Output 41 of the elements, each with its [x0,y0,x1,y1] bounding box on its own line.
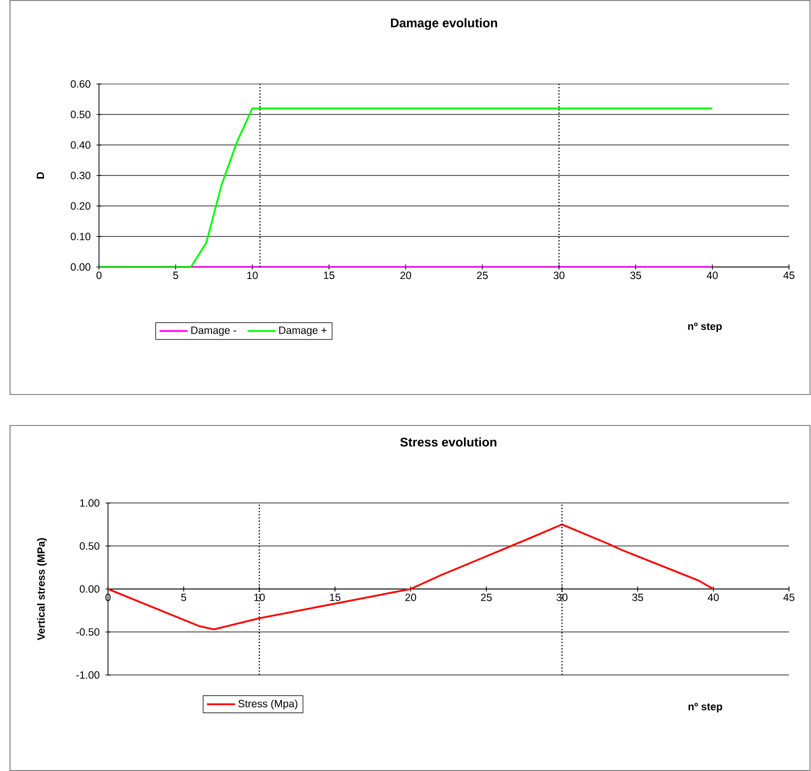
y-axis-title: D [36,172,44,179]
x-tick-label: 45 [783,594,794,602]
x-tick-label: 0 [96,272,102,280]
y-tick-label: 0.50 [70,110,90,118]
x-tick-label: 35 [630,272,642,280]
y-tick-label: -0.50 [76,628,100,636]
line-series [99,107,714,267]
y-tick-label: 0.00 [80,585,100,593]
y-tick-label: 0.20 [70,202,90,210]
x-tick-label: 25 [481,594,492,602]
x-tick-label: 45 [783,272,794,280]
y-tick-label: 1.00 [80,499,100,507]
x-tick-label: 25 [477,272,488,280]
y-tick-label: 0.00 [70,263,90,271]
x-tick-label: 5 [181,594,186,602]
x-tick-label: 40 [706,272,718,280]
y-tick-label: 0.10 [70,232,90,240]
y-tick-label: -1.00 [76,671,100,679]
x-axis-title: nº step [688,322,722,332]
legend-label: Stress (Mpa) [238,700,298,710]
y-tick-label: 0.60 [70,80,90,88]
x-tick-label: 15 [330,594,340,602]
y-tick-label: 0.30 [70,172,90,180]
x-tick-label: 30 [554,272,564,280]
x-tick-label: 20 [405,594,416,602]
chart-title: Stress evolution [400,437,496,447]
y-axis-title: Vertical stress (MPa) [37,538,47,640]
x-tick-label: 35 [632,594,644,602]
x-tick-label: 15 [324,272,334,280]
x-tick-label: 10 [247,272,258,280]
x-axis-title: nº step [688,702,722,712]
x-tick-label: 10 [254,594,265,602]
y-tick-label: 0.50 [80,542,100,550]
x-tick-label: 20 [400,272,412,280]
chart-title: Damage evolution [391,18,498,30]
y-tick-label: 0.40 [70,141,90,149]
legend-label: Damage + [279,326,327,336]
x-tick-label: 30 [556,594,568,602]
x-tick-label: 40 [708,594,719,602]
x-tick-label: 5 [173,272,178,280]
legend-label: Damage - [191,326,236,336]
